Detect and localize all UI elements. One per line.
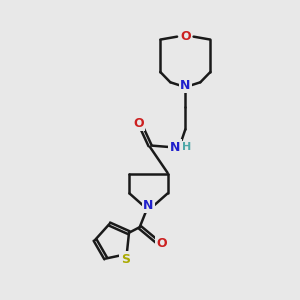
Text: N: N [143,199,154,212]
Text: O: O [133,117,143,130]
Text: O: O [157,237,167,250]
Text: N: N [180,79,190,92]
Text: H: H [182,142,191,152]
Text: N: N [170,141,180,154]
Text: S: S [121,253,130,266]
Text: O: O [180,30,190,43]
